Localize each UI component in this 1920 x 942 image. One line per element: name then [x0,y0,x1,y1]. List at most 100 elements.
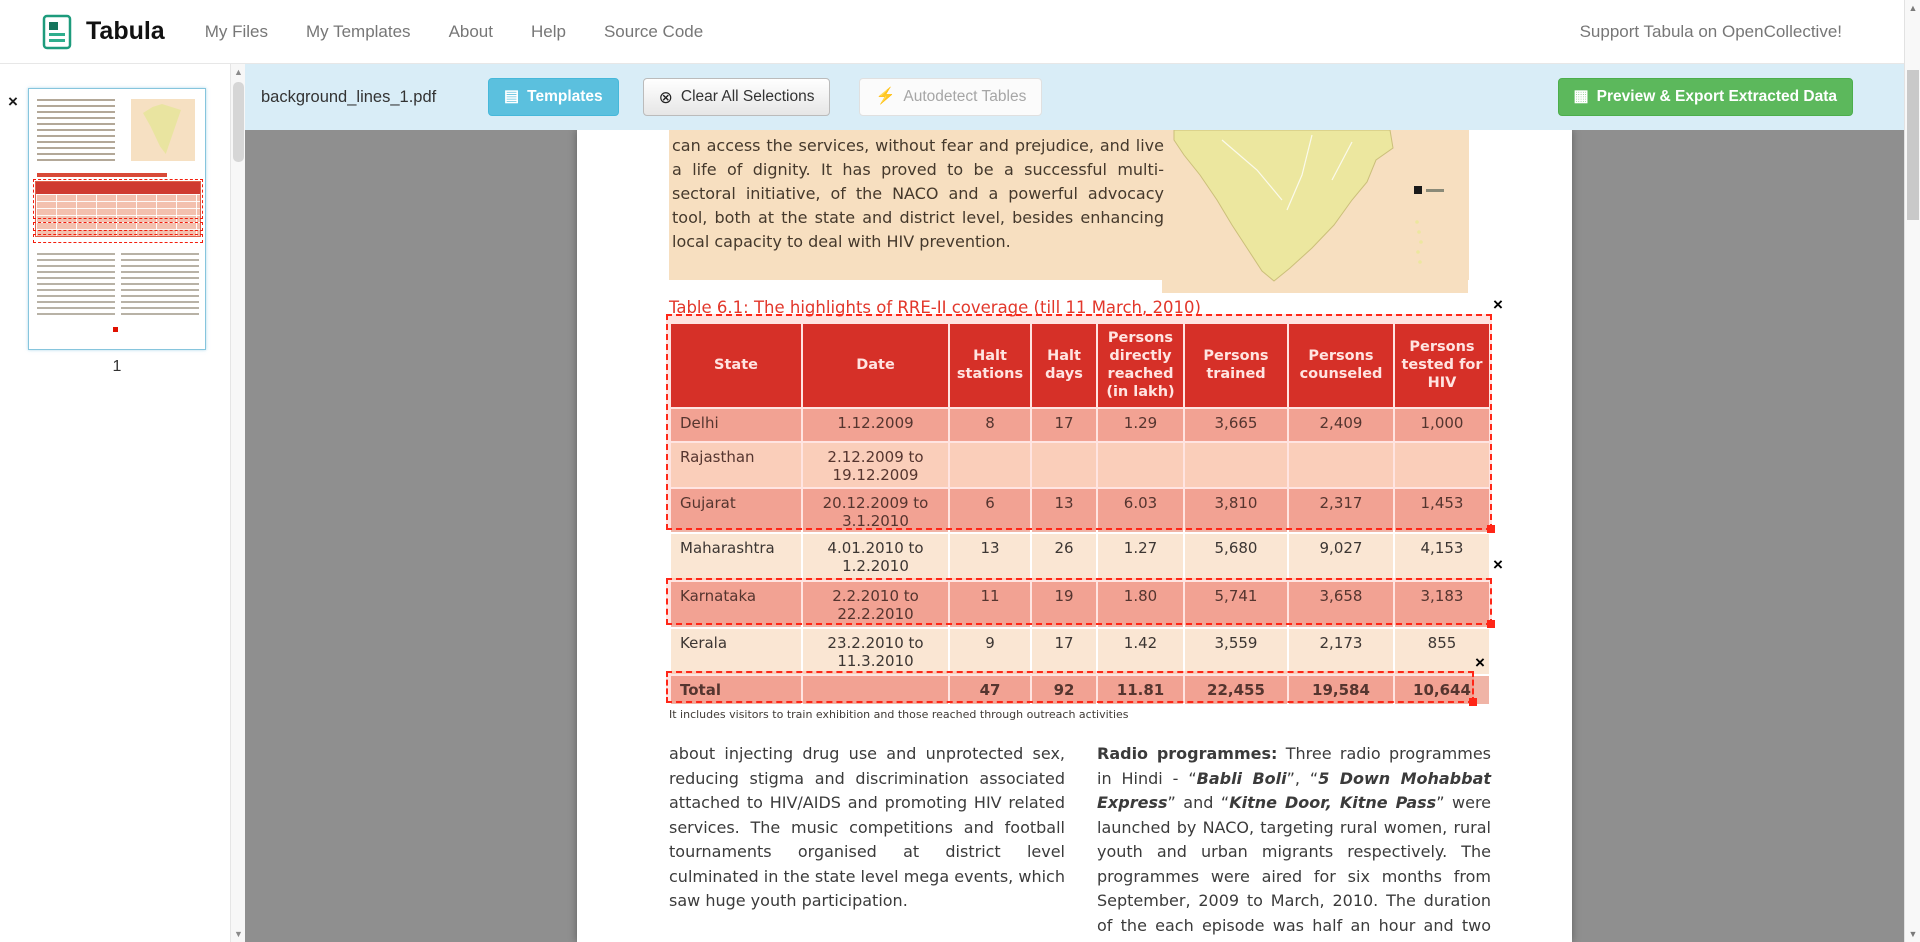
scroll-down-icon[interactable]: ▼ [1908,929,1918,939]
sidebar-scrollbar[interactable]: ▲ ▼ [230,64,245,942]
table-cell: 2.2.2010 to 22.2.2010 [801,579,950,629]
table-cell: 10,644 [1393,673,1491,706]
clear-all-selections-button[interactable]: ⊗ Clear All Selections [642,78,831,116]
templates-button[interactable]: ▤ Templates [488,78,619,116]
pdf-table-body: Delhi 1.12.2009 8 17 1.29 3,665 2,409 1,000 Raja… [669,406,1491,706]
scroll-up-icon[interactable]: ▲ [234,67,243,77]
remove-selection-button[interactable]: × [1493,295,1503,314]
text-segment: 5 Down Mohabbat Express [1097,768,1492,813]
clear-selections-label: Clear All Selections [680,88,815,105]
table-cell: 1.12.2009 [801,406,950,443]
export-label: Preview & Export Extracted Data [1596,88,1837,105]
right-column-text: Radio programmes: Three radio programmes… [1097,742,1491,942]
table-cell: Total [669,673,803,706]
table-cell: 3,183 [1393,579,1491,629]
text-segment: ” and “ [1167,793,1230,812]
table-cell: 6.03 [1096,486,1185,534]
table-cell: Rajasthan [669,440,803,489]
resize-handle[interactable] [1487,525,1495,533]
clear-circle-x-icon: ⊗ [658,87,673,107]
table-cell: 92 [1030,673,1098,706]
table-cell: Kerala [669,626,803,676]
table-cell: 19,584 [1287,673,1395,706]
table-header-cell: State [669,322,803,409]
table-header-cell: Persons tested for HIV [1393,322,1491,409]
thumbnail-text-column [121,253,199,315]
india-map [1162,130,1468,293]
remove-selection-button[interactable]: × [1475,653,1485,672]
preview-export-button[interactable]: ▦ Preview & Export Extracted Data [1557,78,1853,116]
table-cell: 1.29 [1096,406,1185,443]
nav-source-code[interactable]: Source Code [603,21,704,41]
page-thumbnail[interactable] [28,88,206,350]
table-cell: 19 [1030,579,1098,629]
pdf-table-header-row: State Date Halt stations Halt days Persons d… [669,322,1491,409]
table-cell: 5,741 [1183,579,1289,629]
intro-paragraph: can access the services, without fear an… [672,136,1164,251]
table-cell [1287,440,1395,489]
table-cell: 5,680 [1183,531,1289,582]
table-cell: 11 [948,579,1032,629]
window-scrollbar[interactable]: ▲ ▼ [1904,0,1920,942]
table-row: Maharashtra 4.01.2010 to 1.2.2010 13 26 1.27… [669,531,1491,582]
nav-help[interactable]: Help [531,21,566,41]
table-header-cell: Persons counseled [1287,322,1395,409]
table-cell [1096,440,1185,489]
nav-about[interactable]: About [448,21,493,41]
scroll-down-icon[interactable]: ▼ [234,929,243,939]
selection-box[interactable] [666,314,1495,533]
table-title: Table 6.1: The highlights of RRE-II cove… [669,298,1201,317]
remove-page-button[interactable]: × [8,92,18,111]
table-header-cell: Halt stations [948,322,1032,409]
templates-label: Templates [527,88,603,105]
table-cell: 2,409 [1287,406,1395,443]
table-cell: Karnataka [669,579,803,629]
autodetect-tables-button[interactable]: ⚡ Autodetect Tables [859,78,1043,116]
scroll-up-icon[interactable]: ▲ [1908,3,1918,13]
table-cell: 2,173 [1287,626,1395,676]
filename-label: background_lines_1.pdf [261,87,437,106]
table-header-cell: Date [801,322,950,409]
nav-my-templates[interactable]: My Templates [306,21,411,41]
table-cell: 11.81 [1096,673,1185,706]
top-navbar: Tabula My Files My Templates About Help … [0,0,1920,64]
nav-my-files[interactable]: My Files [204,21,268,41]
brand[interactable]: Tabula [40,14,165,50]
text-segment: Babli Boli [1196,768,1287,788]
table-cell: 3,665 [1183,406,1289,443]
table-cell [1393,440,1491,489]
table-cell: 13 [1030,486,1098,534]
support-link[interactable]: Support Tabula on OpenCollective! [1579,21,1842,41]
table-header-cell: Persons directly reached (in lakh) [1096,322,1185,409]
thumbnail-selection-handle [113,327,118,332]
table-cell: 26 [1030,531,1098,582]
text-segment: ”, “ [1286,768,1319,788]
table-row: Delhi 1.12.2009 8 17 1.29 3,665 2,409 1,000 [669,406,1491,443]
thumbnail-table-title [37,173,167,177]
table-cell: 2.12.2009 to 19.12.2009 [801,440,950,489]
resize-handle[interactable] [1487,620,1495,628]
window-scrollbar-thumb[interactable] [1907,70,1919,220]
table-row: Karnataka 2.2.2010 to 22.2.2010 11 19 1.80 5,… [669,579,1491,629]
table-cell: 8 [948,406,1032,443]
coverage-table: State Date Halt stations Halt days Persons d… [669,322,1491,706]
table-row: Rajasthan 2.12.2009 to 19.12.2009 [669,440,1491,489]
selection-box[interactable] [666,578,1495,628]
resize-handle[interactable] [1469,698,1477,706]
lightning-icon: ⚡ [875,88,896,105]
text-segment: Radio programmes: [1097,744,1278,763]
templates-icon: ▤ [504,88,520,105]
table-cell: 23.2.2010 to 11.3.2010 [801,626,950,676]
table-cell: 1,453 [1393,486,1491,534]
table-cell: 3,559 [1183,626,1289,676]
left-column-text: about injecting drug use and unprotected… [669,744,1065,910]
table-row: Gujarat 20.12.2009 to 3.1.2010 6 13 6.03 3,81… [669,486,1491,534]
sidebar-scrollbar-thumb[interactable] [233,82,244,162]
table-cell: 1.80 [1096,579,1185,629]
brand-name: Tabula [86,17,165,45]
remove-selection-button[interactable]: × [1493,555,1503,574]
thumbnail-text-column [37,253,115,315]
table-cell: 17 [1030,406,1098,443]
selection-box[interactable] [666,671,1477,706]
tabula-logo-icon [40,14,76,50]
